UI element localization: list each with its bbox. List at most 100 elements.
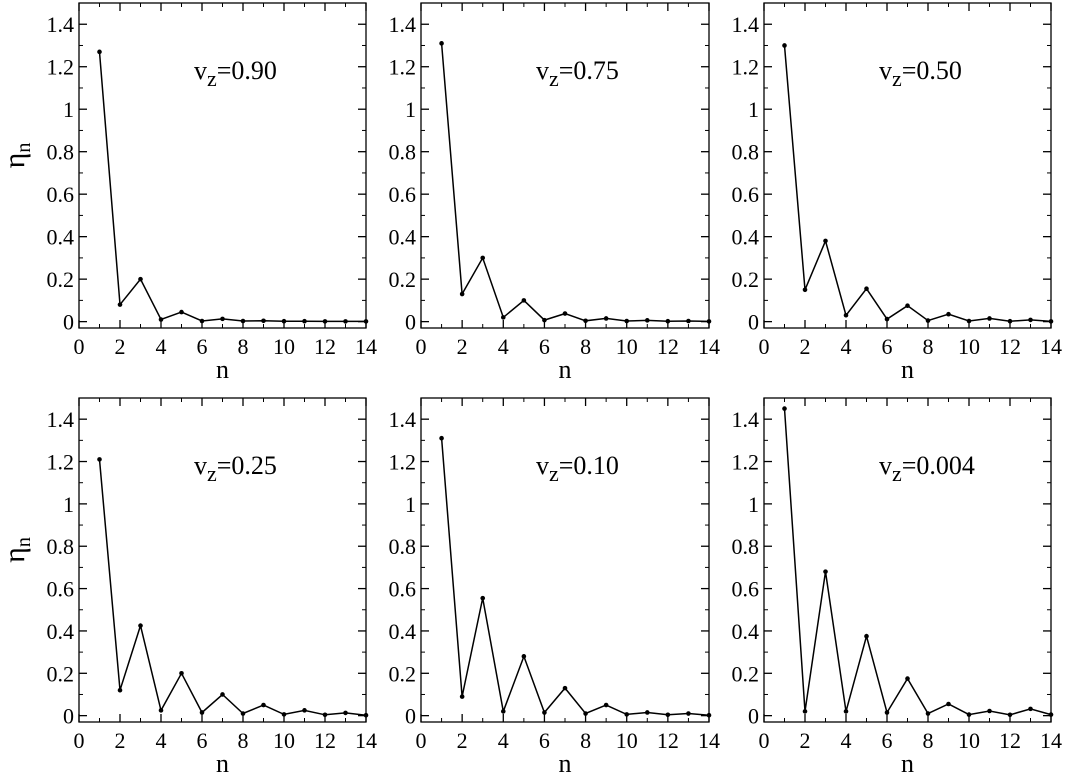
x-tick-label: 6	[197, 334, 208, 359]
data-point	[925, 711, 931, 716]
data-point	[480, 595, 486, 601]
data-point	[459, 291, 465, 297]
x-tick-label: 0	[759, 334, 770, 359]
x-tick-label: 6	[539, 728, 550, 753]
data-point	[363, 712, 369, 718]
data-point	[521, 298, 527, 303]
x-tick-label: 2	[800, 334, 811, 359]
y-tick-label: 0.2	[47, 267, 75, 292]
series-line	[440, 438, 710, 716]
data-point	[864, 633, 869, 639]
x-axis-label: n	[559, 355, 572, 384]
data-point	[802, 287, 808, 293]
data-point	[302, 318, 307, 324]
data-point	[500, 709, 506, 714]
y-tick-label: 0	[63, 704, 74, 729]
data-point	[220, 316, 225, 322]
y-tick-label: 0.6	[47, 182, 75, 207]
data-point	[1048, 712, 1054, 717]
panel-6: 0 2 4 6 8 10 12 14 0 0.2 0.4 0.6 0.8 1 1.2 1.4 n vz=0.004	[732, 397, 1062, 778]
y-tick-label: 0.8	[389, 534, 417, 559]
x-tick-label: 8	[580, 728, 591, 753]
x-tick-label: 4	[498, 728, 509, 753]
data-point	[322, 712, 328, 718]
x-tick-label: 10	[958, 334, 980, 359]
data-point	[603, 702, 609, 708]
x-tick-label: 12	[314, 728, 336, 753]
data-point	[706, 712, 712, 718]
y-tick-label: 0.4	[389, 619, 417, 644]
data-point	[583, 711, 588, 716]
data-point	[987, 708, 992, 714]
y-tick-label: 0.8	[47, 534, 75, 559]
data-point	[117, 687, 123, 693]
data-point	[665, 318, 671, 324]
y-axis-label: ηn	[0, 537, 35, 563]
data-point	[179, 670, 184, 676]
x-tick-label: 12	[999, 334, 1021, 359]
data-point	[439, 41, 444, 46]
data-point	[158, 317, 164, 322]
data-point	[782, 406, 787, 411]
y-tick-label: 0.8	[732, 534, 760, 559]
data-point	[439, 435, 444, 441]
y-tick-label: 0	[63, 310, 74, 335]
y-tick-label: 1	[748, 492, 759, 517]
x-tick-label: 10	[616, 728, 638, 753]
data-point	[240, 711, 246, 716]
y-tick-label: 0.4	[732, 619, 760, 644]
velocity-annotation: vz=0.004	[879, 451, 975, 486]
y-tick-label: 1.4	[47, 407, 75, 432]
x-tick-label: 8	[923, 728, 934, 753]
x-tick-label: 14	[698, 728, 720, 753]
data-point	[823, 569, 828, 574]
series-line	[440, 43, 710, 323]
data-point	[322, 319, 328, 324]
x-tick-label: 14	[698, 334, 720, 359]
velocity-annotation: vz=0.75	[536, 56, 619, 91]
data-point	[884, 710, 890, 715]
x-tick-label: 2	[115, 334, 126, 359]
x-axis-label: n	[559, 749, 572, 778]
y-tick-label: 0.6	[732, 577, 760, 602]
data-point	[179, 309, 184, 315]
data-point	[1028, 317, 1033, 323]
y-tick-label: 0.6	[732, 182, 760, 207]
data-point	[302, 708, 307, 713]
series-line	[98, 459, 367, 716]
data-point	[500, 315, 506, 320]
data-point	[966, 318, 972, 324]
data-point	[1048, 319, 1054, 324]
x-tick-label: 4	[498, 334, 509, 359]
x-tick-label: 4	[156, 334, 167, 359]
data-point	[1007, 712, 1013, 718]
y-tick-label: 0	[405, 704, 416, 729]
x-tick-label: 0	[416, 728, 427, 753]
x-tick-label: 12	[314, 334, 336, 359]
data-point	[562, 311, 568, 316]
velocity-annotation: vz=0.10	[536, 451, 619, 486]
panel-4: 0 2 4 6 8 10 12 14 0 0.2 0.4 0.6 0.8 1 1.2 1.4 n ηn vz=0.2…	[0, 397, 377, 778]
y-tick-label: 1	[405, 97, 416, 122]
y-tick-label: 1.2	[732, 450, 760, 475]
y-tick-label: 0.4	[47, 225, 75, 250]
y-tick-label: 1.2	[389, 55, 417, 80]
data-point	[905, 676, 910, 681]
data-point	[864, 286, 869, 292]
x-axis-label: n	[901, 749, 914, 778]
x-tick-label: 8	[580, 334, 591, 359]
y-tick-label: 0.2	[389, 267, 417, 292]
x-tick-label: 4	[156, 728, 167, 753]
y-tick-label: 0	[748, 704, 759, 729]
plot-frame	[420, 397, 710, 723]
y-tick-label: 1	[405, 492, 416, 517]
y-tick-label: 0.6	[389, 577, 417, 602]
plot-frame	[763, 2, 1052, 329]
x-tick-label: 0	[74, 728, 85, 753]
x-tick-label: 6	[197, 728, 208, 753]
y-tick-label: 0.2	[389, 661, 417, 686]
data-point	[686, 711, 691, 716]
data-point	[521, 654, 527, 659]
x-tick-label: 8	[238, 334, 249, 359]
data-point	[343, 319, 348, 324]
